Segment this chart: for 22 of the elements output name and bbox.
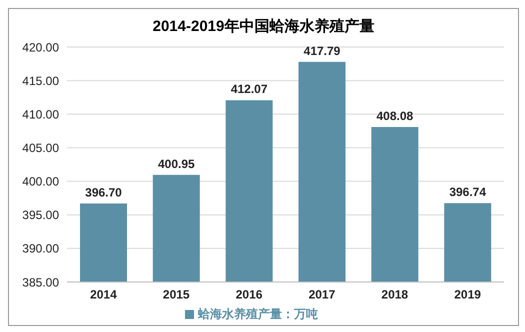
y-tick-label: 410.00 <box>22 107 60 122</box>
y-tick-label: 405.00 <box>22 140 60 155</box>
legend-label: 蛤海水养殖产量：万吨 <box>198 307 318 321</box>
data-label: 412.07 <box>230 82 268 96</box>
y-tick-label: 395.00 <box>22 208 60 222</box>
data-label: 408.08 <box>376 109 414 124</box>
chart-title: 2014-2019年中国蛤海水养殖产量 <box>152 17 376 37</box>
y-tick-label: 385.00 <box>22 275 60 290</box>
data-label: 400.95 <box>158 156 196 171</box>
x-tick-label: 2019 <box>454 288 482 302</box>
y-tick-label: 420.00 <box>22 40 60 54</box>
data-label: 417.79 <box>304 44 341 58</box>
y-tick-label: 390.00 <box>22 242 60 256</box>
x-tick-label: 2017 <box>308 288 336 302</box>
x-tick-label: 2018 <box>381 288 408 302</box>
x-tick-label: 2014 <box>90 288 118 302</box>
data-label: 396.70 <box>85 185 122 200</box>
y-tick-label: 415.00 <box>22 74 60 88</box>
y-tick-label: 400.00 <box>22 174 60 189</box>
data-label: 396.74 <box>449 185 486 200</box>
x-tick-label: 2016 <box>236 288 263 302</box>
x-tick-label: 2015 <box>162 288 190 302</box>
